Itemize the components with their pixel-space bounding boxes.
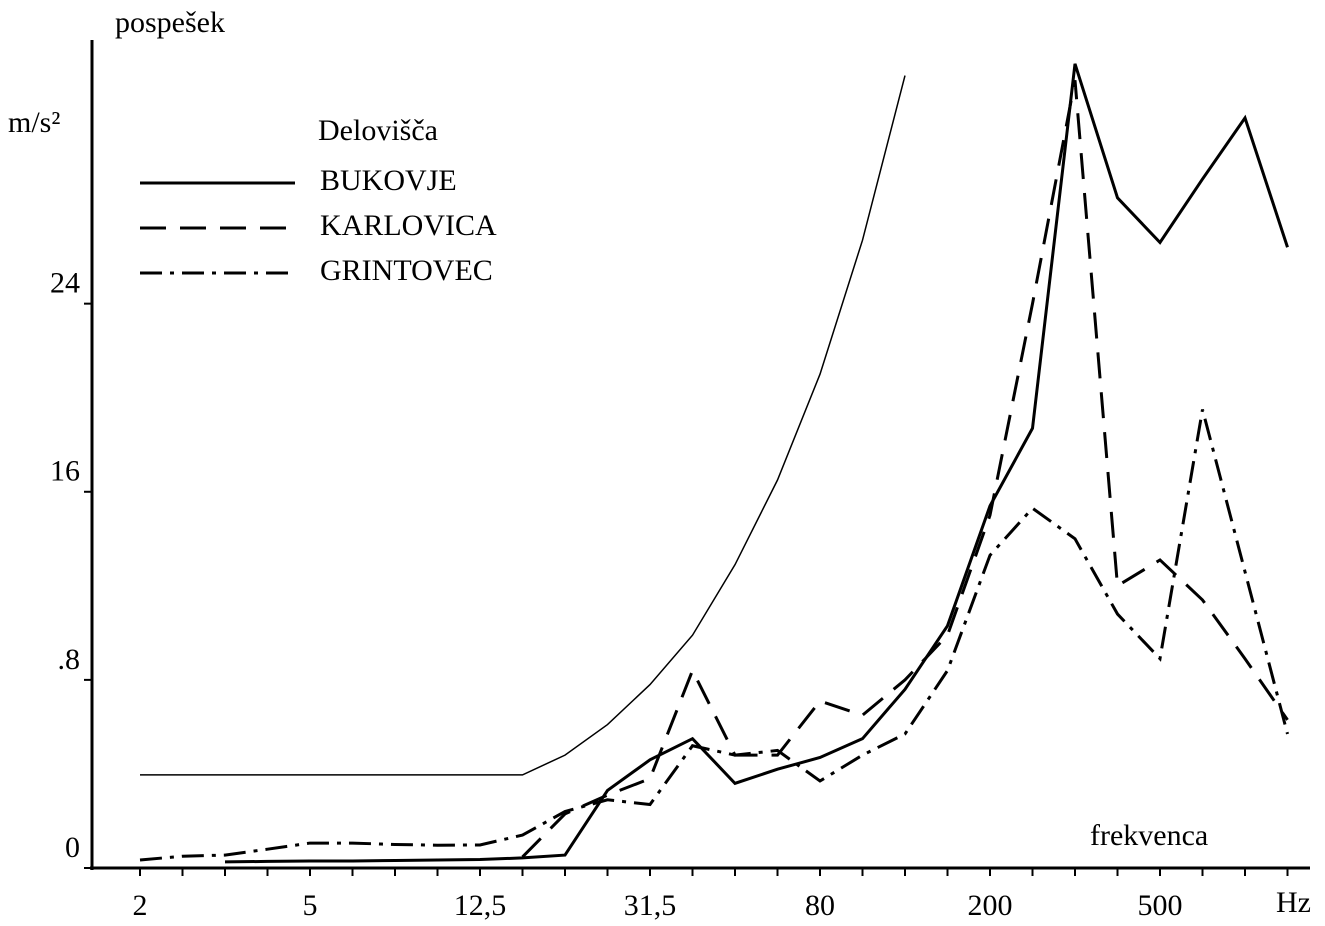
legend-label: GRINTOVEC <box>320 254 493 287</box>
y-label: pospešek <box>115 6 225 39</box>
x-label: frekvenca <box>1090 819 1208 852</box>
series-line <box>224 63 1289 864</box>
x-tick-label: 2 <box>133 889 148 922</box>
y-unit: m/s² <box>8 106 60 139</box>
y-tick-label: .8 <box>58 643 81 676</box>
y-tick-label: 16 <box>50 455 80 488</box>
y-tick-label: 24 <box>50 267 80 300</box>
legend-label: BUKOVJE <box>320 164 457 197</box>
x-unit: Hz <box>1276 886 1311 919</box>
legend-title: Delovišča <box>318 114 438 147</box>
legend-label: KARLOVICA <box>320 209 497 242</box>
x-tick-label: 12,5 <box>454 889 507 922</box>
x-tick-label: 500 <box>1138 889 1183 922</box>
y-tick-label: 0 <box>65 831 80 864</box>
x-tick-label: 200 <box>968 889 1013 922</box>
x-tick-label: 80 <box>805 889 835 922</box>
x-tick-label: 31,5 <box>624 889 677 922</box>
series-line <box>140 75 906 776</box>
series-line <box>521 79 1289 859</box>
series-line <box>139 409 1289 862</box>
x-tick-label: 5 <box>303 889 318 922</box>
